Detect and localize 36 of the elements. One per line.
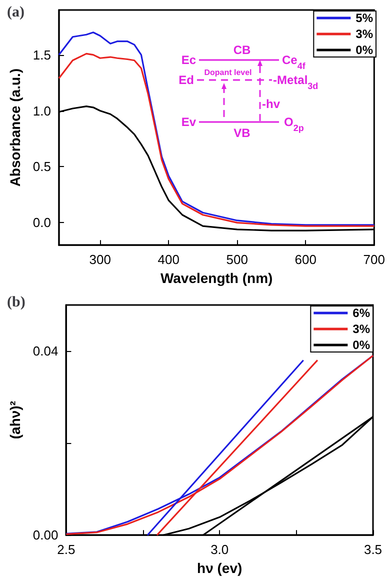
annotation: Ec: [181, 53, 196, 67]
x-tick-label: 3.5: [364, 542, 382, 558]
chart-title: (b): [7, 294, 26, 310]
legend-label: 0%: [352, 338, 370, 352]
x-tick-label: 500: [226, 252, 248, 268]
legend-label: 3%: [352, 322, 370, 336]
x-tick-label: 300: [89, 252, 111, 268]
annotation: Ev: [181, 115, 196, 129]
annotation: O$_{2p}$: [284, 115, 304, 133]
legend-label: 6%: [352, 306, 370, 320]
y-tick-label: 0.04: [32, 344, 58, 359]
annotation: -Metal$_{3d}$: [273, 73, 318, 91]
x-tick-label: 600: [294, 252, 316, 268]
annotation: -hv: [262, 97, 280, 111]
x-tick-label: 3.0: [210, 542, 229, 558]
y-tick-label: 0.5: [32, 159, 51, 174]
x-axis-title: hν (ev): [197, 560, 242, 576]
y-tick-label: 0.0: [32, 215, 51, 230]
y-axis-title: (ahν)²: [7, 400, 23, 440]
x-tick-label: 400: [158, 252, 180, 268]
x-tick-label: 2.5: [57, 542, 76, 558]
annotation: Dopant level: [204, 68, 252, 77]
chart-title: (a): [7, 4, 24, 20]
annotation: Ed: [178, 73, 194, 87]
legend-label: 0%: [356, 43, 374, 57]
legend-label: 5%: [356, 11, 374, 25]
annotation: CB: [233, 43, 251, 57]
y-tick-label: 1.0: [32, 103, 51, 118]
x-tick-label: 700: [363, 252, 386, 268]
legend-label: 3%: [356, 27, 374, 41]
y-tick-label: 0.00: [32, 528, 58, 543]
annotation: VB: [234, 126, 251, 140]
x-axis-title: Wavelength (nm): [160, 270, 273, 286]
y-axis-title: Absorbance (a.u.): [7, 68, 23, 187]
annotation: Ce$_{4f}$: [282, 53, 306, 71]
y-tick-label: 1.5: [32, 47, 51, 62]
